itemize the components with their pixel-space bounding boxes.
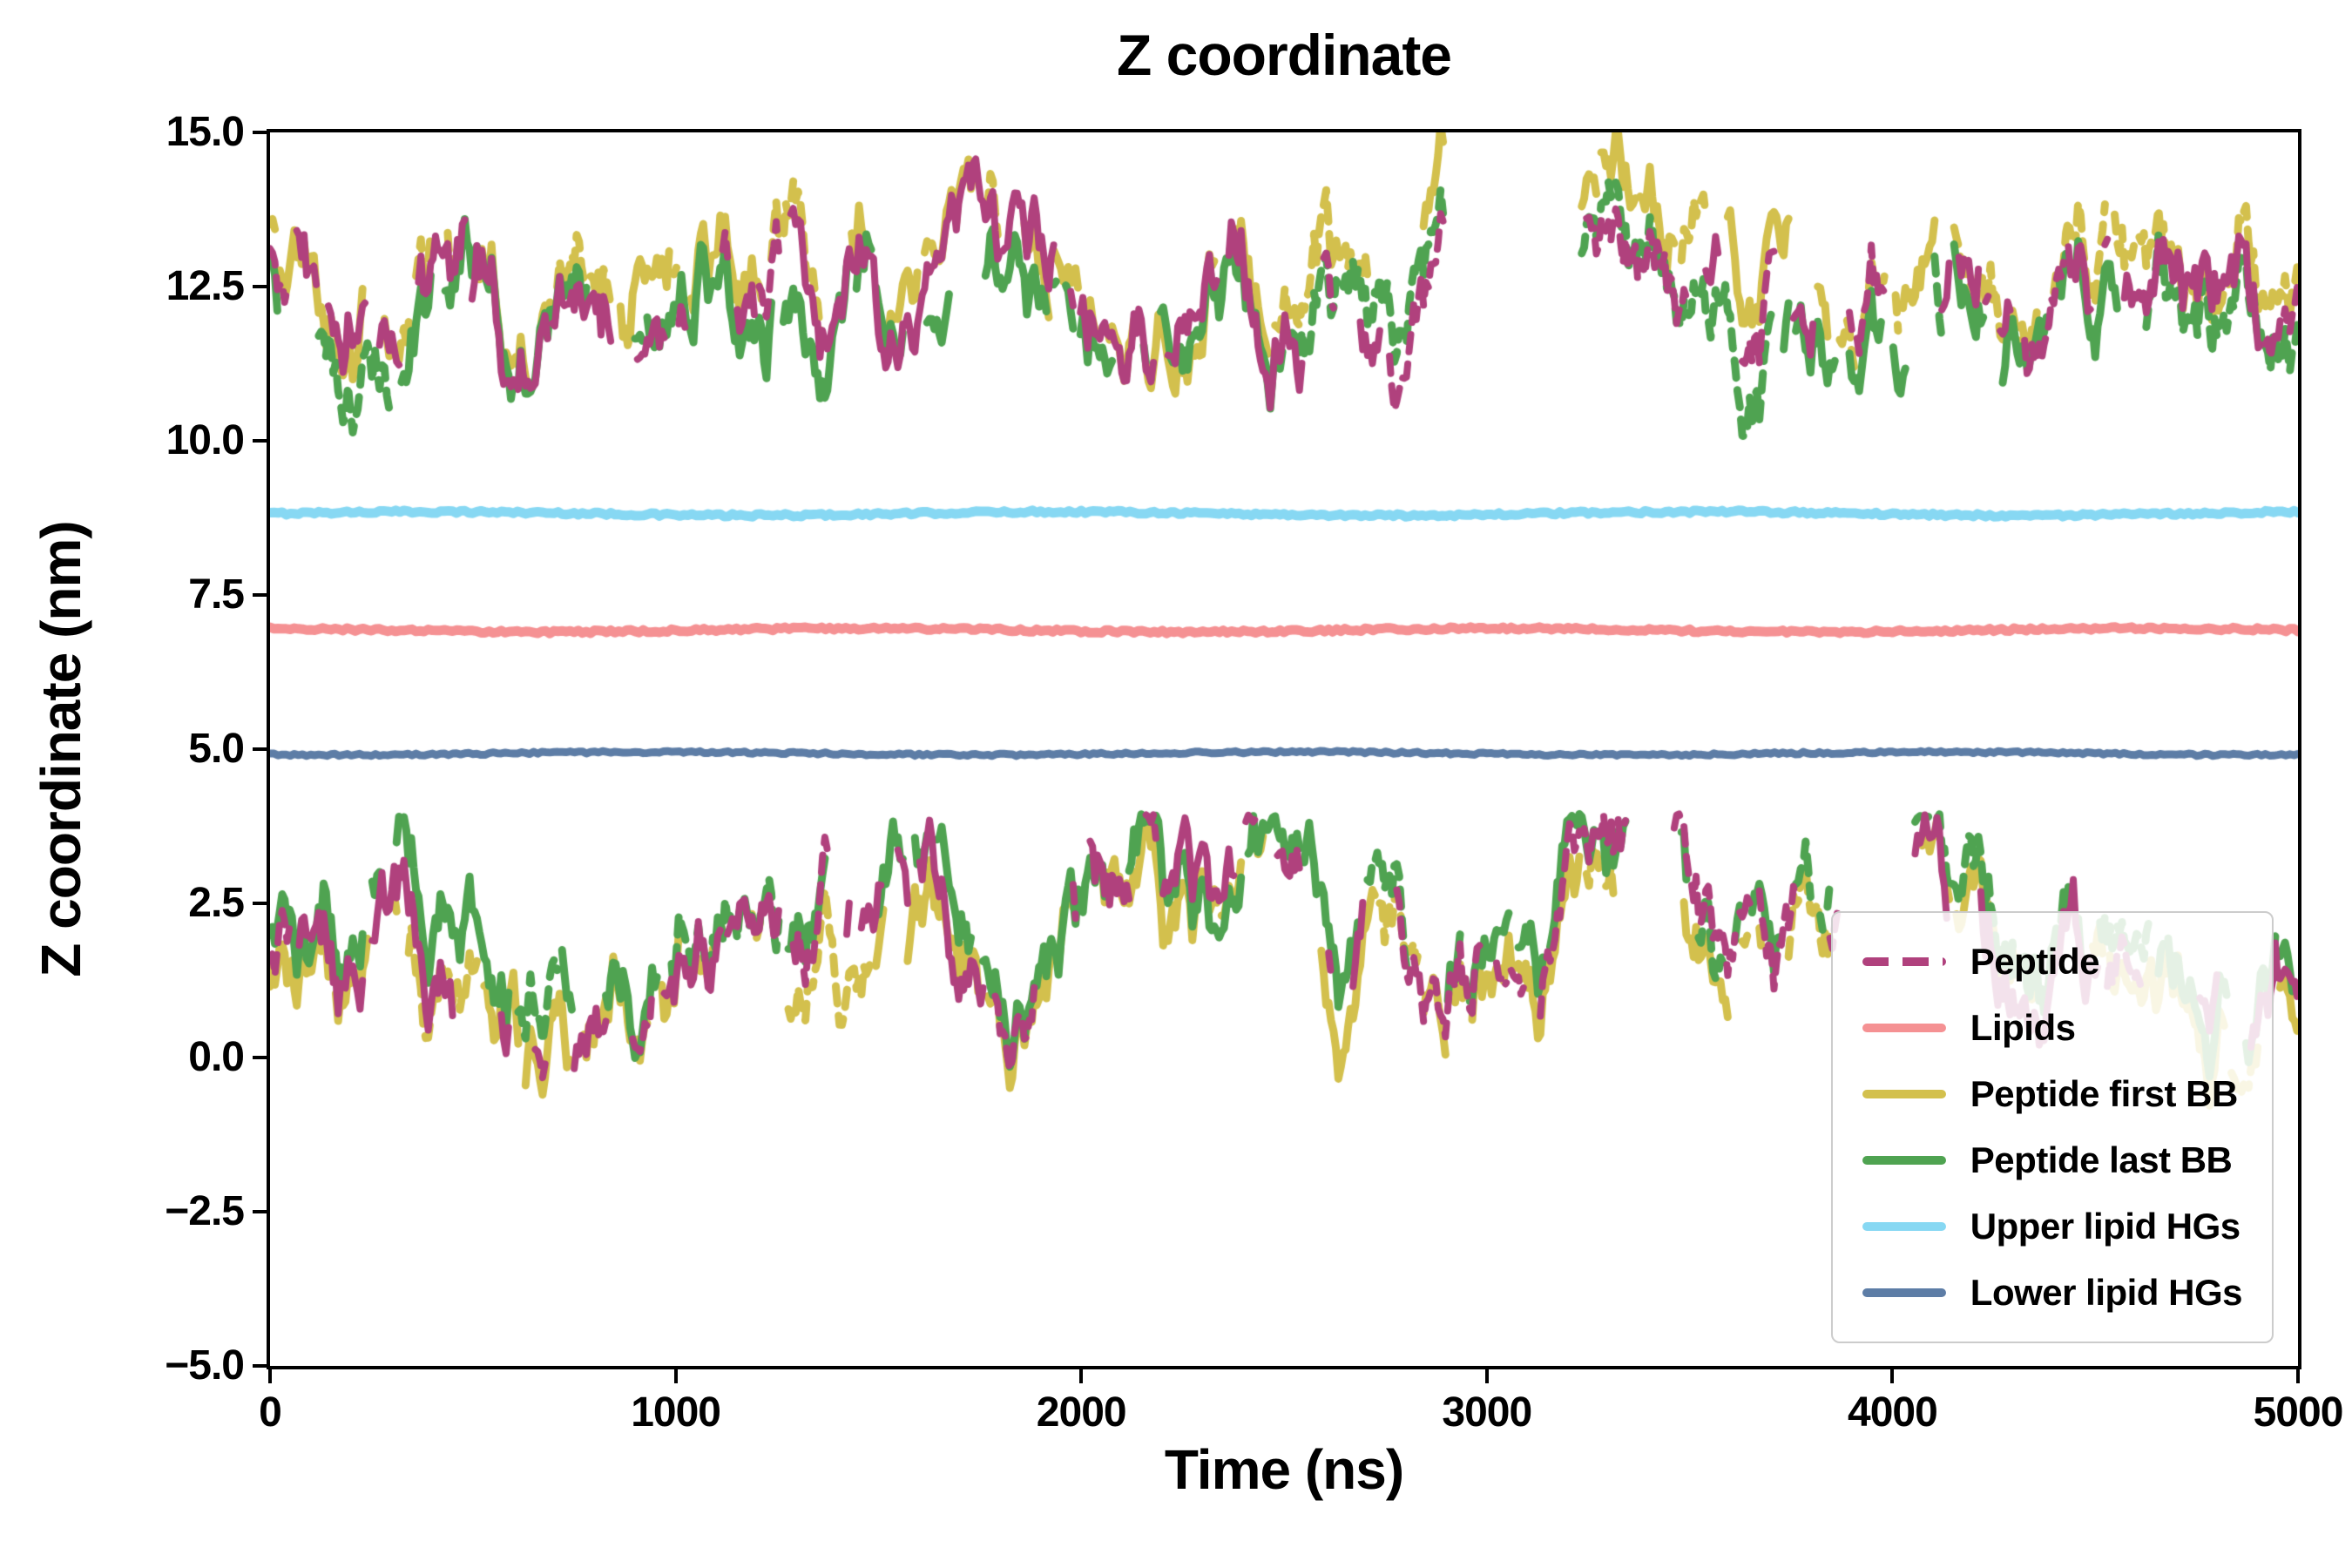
legend-label: Peptide first BB [1970,1073,2239,1114]
legend-entry: Lipids [1862,1004,2242,1052]
y-tick-mark [253,439,267,443]
y-tick-mark [253,1364,267,1368]
x-tick-mark [1484,1369,1489,1383]
y-tick-label: 15.0 [166,109,245,155]
y-tick-label: 5.0 [188,726,245,772]
y-tick-mark [253,902,267,905]
y-tick-label: 2.5 [188,880,245,926]
legend-label: Peptide [1970,941,2100,982]
y-tick-mark [253,285,267,288]
y-tick-mark [253,1210,267,1213]
x-tick-label: 5000 [2253,1389,2344,1436]
y-tick-label: 7.5 [188,571,245,618]
legend-line-swatch [1862,957,1946,966]
x-tick-mark [673,1369,678,1383]
legend: Peptide Lipids Peptide first BB Peptide las… [1830,911,2274,1343]
plot-area: Peptide Lipids Peptide first BB Peptide las… [267,129,2301,1369]
legend-label: Peptide last BB [1970,1139,2233,1180]
y-tick-label: −2.5 [165,1188,245,1234]
y-tick-label: −5.0 [165,1342,245,1389]
y-tick-mark [253,131,267,134]
x-tick-mark [1079,1369,1084,1383]
x-tick-mark [268,1369,272,1383]
chart-title: Z coordinate [1116,23,1452,87]
y-tick-mark [253,747,267,751]
x-tick-mark [2296,1369,2300,1383]
x-tick-label: 4000 [1848,1389,1938,1436]
x-axis-label: Time (ns) [1164,1438,1404,1501]
x-tick-mark [1890,1369,1895,1383]
legend-entry: Upper lipid HGs [1862,1202,2242,1251]
legend-label: Lower lipid HGs [1970,1272,2243,1313]
legend-line-swatch [1862,1024,1946,1032]
y-tick-label: 12.5 [166,263,245,309]
legend-line-swatch [1862,1156,1946,1165]
legend-line-swatch [1862,1090,1946,1098]
legend-entry: Peptide first BB [1862,1070,2242,1119]
legend-line-swatch [1862,1222,1946,1231]
legend-line-swatch [1862,1288,1946,1297]
legend-label: Lipids [1970,1007,2076,1048]
legend-entry: Lower lipid HGs [1862,1268,2243,1317]
x-tick-label: 2000 [1036,1389,1127,1436]
y-tick-mark [253,593,267,597]
legend-entry: Peptide [1862,937,2242,986]
legend-entry: Peptide last BB [1862,1136,2242,1185]
y-axis-label: Z coordinate (nm) [30,521,92,977]
x-tick-label: 3000 [1442,1389,1532,1436]
x-tick-label: 0 [259,1389,282,1436]
y-tick-label: 0.0 [188,1034,245,1080]
y-tick-label: 10.0 [166,417,245,463]
x-tick-label: 1000 [631,1389,721,1436]
y-tick-mark [253,1056,267,1059]
legend-label: Upper lipid HGs [1970,1206,2240,1247]
